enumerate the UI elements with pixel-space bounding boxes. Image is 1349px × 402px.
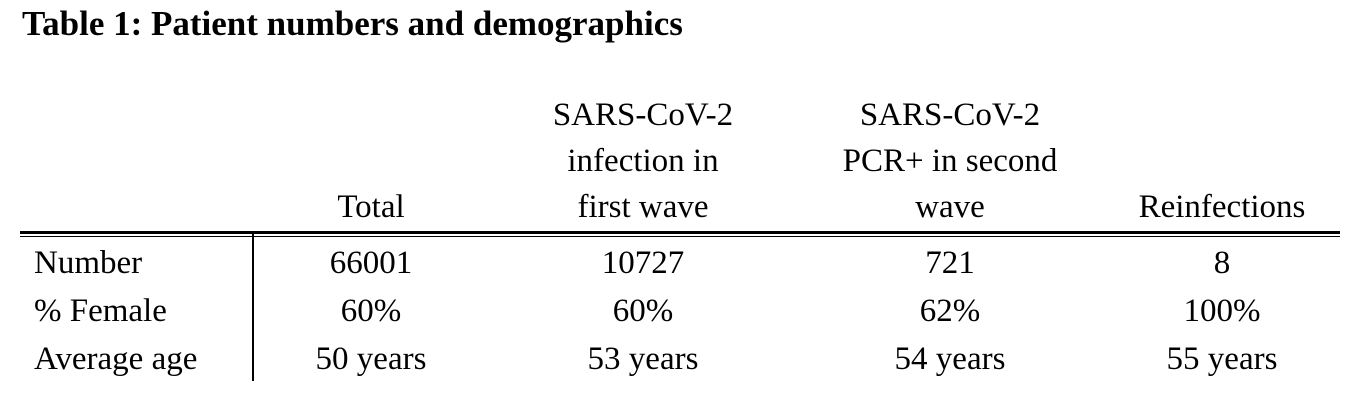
row-label-female: % Female [34, 293, 167, 329]
header-rule-thick [20, 231, 1340, 234]
cell-female-total: 60% [340, 293, 402, 329]
cell-number-reinfections: 8 [1213, 245, 1231, 281]
demographics-table: Total SARS-CoV-2 infection in first wave… [20, 0, 1340, 402]
cell-female-first-wave: 60% [612, 293, 674, 329]
column-header-line: Total [337, 189, 405, 225]
header-rule-thin [20, 236, 1340, 237]
column-header-line: PCR+ in second [842, 143, 1058, 179]
cell-number-first-wave: 10727 [601, 245, 685, 281]
column-header-line: SARS-CoV-2 [552, 97, 734, 133]
column-header-second-wave: SARS-CoV-2 PCR+ in second wave [816, 0, 1084, 230]
column-header-line: first wave [577, 189, 709, 225]
cell-age-reinfections: 55 years [1166, 341, 1278, 377]
cell-female-second-wave: 62% [919, 293, 981, 329]
cell-female-reinfections: 100% [1183, 293, 1261, 329]
column-header-first-wave: SARS-CoV-2 infection in first wave [510, 0, 776, 230]
column-header-line: wave [915, 189, 985, 225]
column-header-line: Reinfections [1138, 189, 1306, 225]
column-header-line: SARS-CoV-2 [859, 97, 1041, 133]
column-header-total: Total [254, 0, 488, 230]
column-header-reinfections: Reinfections [1114, 0, 1330, 230]
row-label-average-age: Average age [34, 341, 198, 377]
row-label-number: Number [34, 245, 143, 281]
cell-age-second-wave: 54 years [894, 341, 1006, 377]
cell-age-total: 50 years [315, 341, 427, 377]
cell-number-total: 66001 [329, 245, 413, 281]
cell-age-first-wave: 53 years [587, 341, 699, 377]
cell-number-second-wave: 721 [925, 245, 975, 281]
table-title: Table 1: Patient numbers and demographic… [22, 4, 683, 43]
row-label-divider [252, 234, 254, 381]
column-header-line: infection in [567, 143, 719, 179]
